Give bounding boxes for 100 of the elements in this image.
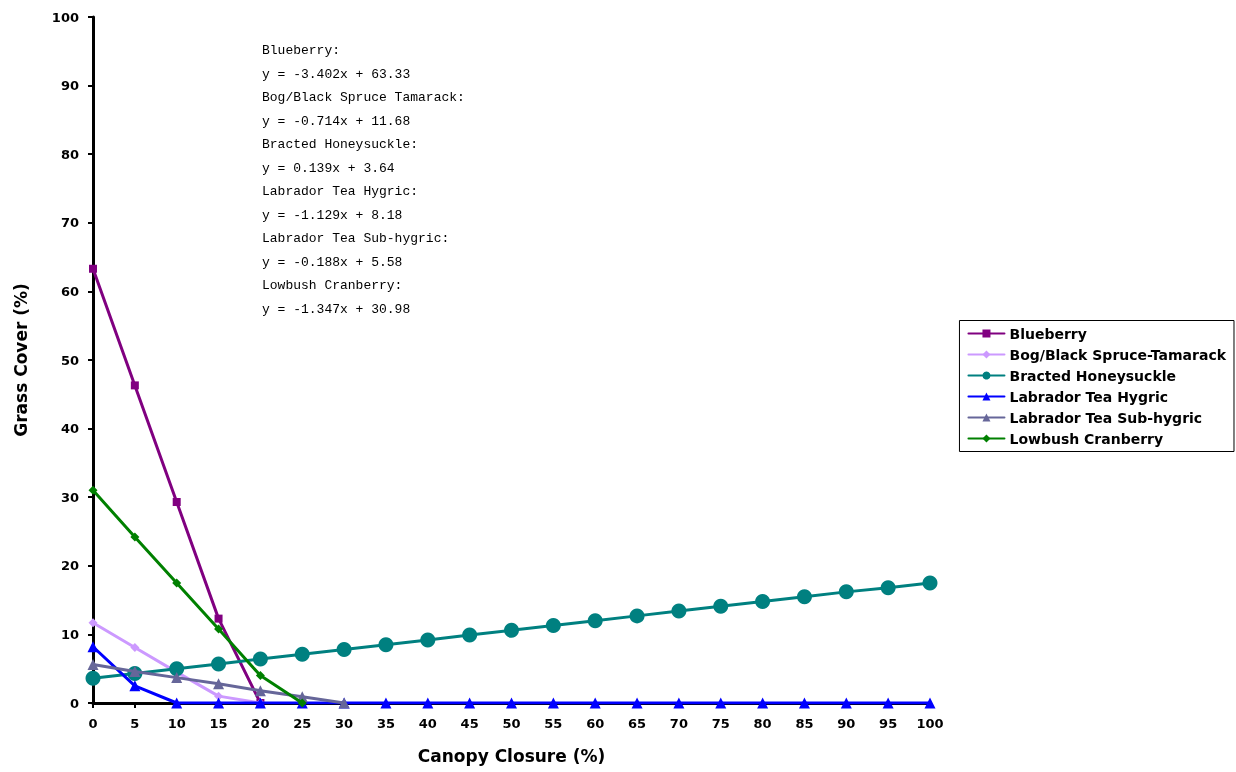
- legend-label: Blueberry: [1009, 325, 1087, 342]
- annotation: Labrador Tea Hygric:: [262, 184, 419, 199]
- point: [631, 697, 643, 709]
- point: [171, 672, 183, 684]
- point: [213, 678, 225, 690]
- x-tick-label: 45: [460, 716, 479, 731]
- x-tick-label: 0: [88, 716, 98, 731]
- point: [924, 697, 936, 709]
- annotation: Bog/Black Spruce Tamarack:: [262, 90, 465, 105]
- point: [87, 659, 99, 671]
- x-tick-label: 75: [711, 716, 730, 731]
- x-tick-label: 90: [837, 716, 856, 731]
- point: [589, 697, 601, 709]
- y-tick-label: 0: [69, 695, 79, 711]
- point: [214, 624, 224, 634]
- point: [464, 697, 476, 709]
- point: [130, 532, 140, 542]
- point: [129, 665, 141, 677]
- x-tick-label: 50: [502, 716, 521, 731]
- x-tick-label: 15: [209, 716, 228, 731]
- point: [882, 697, 894, 709]
- x-tick-label: 25: [293, 716, 312, 731]
- annotation: Lowbush Cranberry:: [262, 278, 403, 293]
- y-tick-label: 90: [60, 78, 79, 94]
- annotation: Blueberry:: [262, 43, 341, 58]
- point: [88, 485, 98, 495]
- y-tick-label: 40: [60, 421, 79, 437]
- x-tick-label: 10: [167, 716, 186, 731]
- y-tick-label: 20: [60, 558, 79, 574]
- point: [547, 697, 559, 709]
- point: [214, 691, 224, 701]
- y-tick-label: 60: [60, 283, 79, 299]
- point: [252, 651, 268, 667]
- point: [838, 584, 854, 600]
- x-tick-label: 30: [335, 716, 354, 731]
- annotation: y = -0.188x + 5.58: [262, 254, 403, 270]
- point: [880, 580, 896, 596]
- point: [671, 603, 687, 619]
- point: [89, 264, 97, 273]
- y-axis-title: Grass Cover (%): [10, 283, 31, 437]
- point: [211, 656, 227, 672]
- point: [172, 578, 182, 588]
- x-tick-label: 100: [916, 716, 944, 731]
- point: [545, 617, 561, 633]
- point: [506, 697, 517, 709]
- point: [171, 697, 183, 709]
- point: [85, 670, 101, 686]
- point: [587, 613, 603, 629]
- point: [713, 598, 729, 614]
- y-tick-label: 80: [60, 146, 79, 162]
- point: [922, 575, 938, 591]
- x-tick-label: 60: [586, 716, 605, 731]
- legend-label: Labrador Tea Hygric: [1009, 388, 1169, 405]
- x-axis-title: Canopy Closure (%): [417, 745, 606, 766]
- point: [87, 641, 99, 653]
- point: [254, 685, 266, 697]
- point: [796, 589, 812, 605]
- point: [462, 627, 478, 643]
- y-tick-label: 70: [60, 215, 79, 231]
- annotation: y = -1.129x + 8.18: [262, 207, 403, 223]
- x-tick-label: 85: [795, 716, 814, 731]
- legend-label: Bracted Honeysuckle: [1009, 367, 1176, 384]
- annotation: y = 0.139x + 3.64: [262, 160, 395, 176]
- point: [214, 614, 223, 623]
- x-tick-label: 40: [418, 716, 437, 731]
- point: [629, 608, 645, 624]
- legend-label: Labrador Tea Sub-hygric: [1009, 409, 1203, 426]
- x-tick-label: 55: [544, 716, 563, 731]
- point: [380, 697, 392, 709]
- x-tick-label: 80: [753, 716, 772, 731]
- annotation: Bracted Honeysuckle:: [262, 137, 419, 152]
- x-tick-label: 65: [628, 716, 647, 731]
- point: [673, 697, 685, 709]
- point: [88, 618, 98, 628]
- x-tick-label: 95: [879, 716, 898, 731]
- point: [840, 697, 852, 709]
- point: [420, 632, 436, 648]
- annotation: Labrador Tea Sub-hygric:: [262, 231, 450, 246]
- y-tick-label: 10: [60, 626, 79, 642]
- point: [715, 697, 727, 709]
- point: [755, 593, 771, 609]
- point: [757, 697, 769, 709]
- annotation: y = -3.402x + 63.33: [262, 66, 411, 82]
- point: [172, 498, 181, 506]
- x-tick-label: 20: [251, 716, 270, 731]
- legend-label: Bog/Black Spruce-Tamarack: [1009, 346, 1227, 363]
- y-tick-label: 100: [51, 9, 79, 25]
- x-tick-label: 5: [130, 716, 140, 731]
- point: [422, 697, 434, 709]
- x-tick-label: 70: [669, 716, 688, 731]
- point: [130, 381, 139, 390]
- point: [213, 697, 225, 709]
- point: [504, 622, 519, 638]
- point: [336, 642, 352, 657]
- legend-label: Lowbush Cranberry: [1009, 430, 1164, 447]
- point: [294, 646, 310, 662]
- annotation: y = -0.714x + 11.68: [262, 113, 411, 129]
- annotation: y = -1.347x + 30.98: [262, 301, 411, 317]
- point: [255, 671, 265, 681]
- point: [798, 697, 810, 709]
